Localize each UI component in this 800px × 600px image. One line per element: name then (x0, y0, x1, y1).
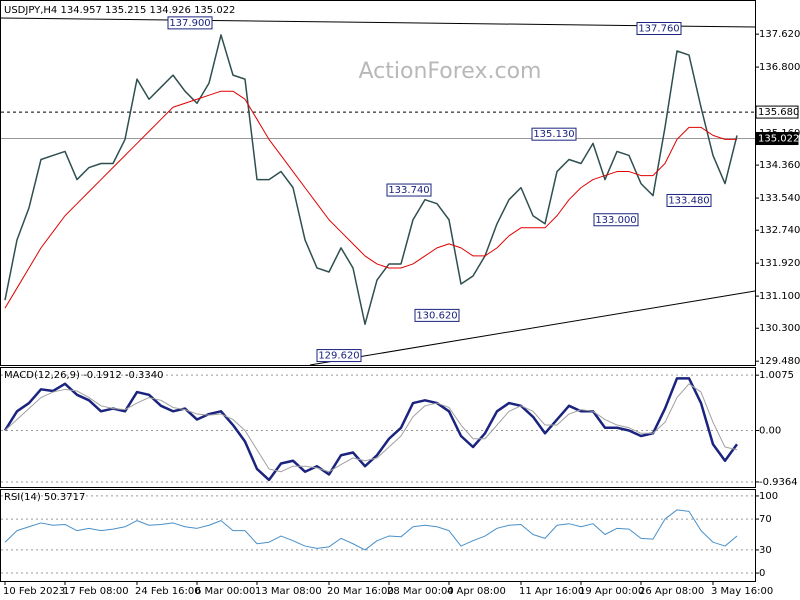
x-tick-label: 17 Feb 08:00 (63, 586, 129, 597)
series-line (4, 90, 737, 309)
level-box (755, 132, 799, 146)
level-label: 135.022 (758, 134, 799, 145)
y-tick-label: 136.800 (759, 62, 800, 73)
x-tick-label: 26 Apr 08:00 (639, 586, 704, 597)
y-tick-label: 137.620 (759, 29, 800, 40)
annotation-box (386, 183, 432, 197)
annotation-box (167, 16, 213, 30)
macd-panel (0, 367, 756, 488)
annotation-label: 137.900 (169, 18, 210, 29)
x-tick-label: 3 May 16:00 (711, 586, 773, 597)
y-tick-label: 100 (759, 491, 778, 502)
y-tick-label: 129.480 (759, 356, 800, 367)
x-tick-label: 13 Mar 08:00 (255, 586, 322, 597)
x-tick-label: 20 Mar 16:00 (327, 586, 394, 597)
series-line (4, 383, 738, 473)
x-tick-label: 24 Feb 16:00 (135, 586, 201, 597)
y-tick-label: 0.00 (759, 426, 781, 437)
annotation-label: 133.740 (388, 185, 429, 196)
y-tick-label: 0 (759, 568, 765, 579)
annotation-label: 133.480 (668, 195, 709, 206)
annotation-label: 129.620 (318, 351, 359, 362)
annotation-label: 133.000 (595, 215, 636, 226)
annotation-label: 130.620 (416, 310, 457, 321)
y-tick-label: 131.100 (759, 291, 800, 302)
annotation-box (414, 308, 460, 322)
y-tick-label: 30 (759, 545, 772, 556)
panel-title: USDJPY,H4 134.957 135.215 134.926 135.02… (4, 5, 235, 16)
x-tick-label: 10 Feb 2023 (3, 586, 65, 597)
x-tick-label: 28 Mar 00:00 (387, 586, 454, 597)
y-tick-label: 130.300 (759, 323, 800, 334)
annotation-box (636, 22, 682, 36)
level-box (755, 105, 799, 119)
level-label: 135.680 (758, 107, 799, 118)
trendline (0, 17, 756, 28)
y-tick-label: 134.360 (759, 160, 800, 171)
rsi-panel (0, 489, 756, 582)
y-tick-label: 1.0075 (759, 370, 794, 381)
annotation-label: 137.760 (638, 24, 679, 35)
y-tick-label: -0.9364 (759, 477, 798, 488)
annotation-box (666, 193, 712, 207)
x-tick-label: 19 Apr 00:00 (579, 586, 644, 597)
watermark: ActionForex.com (359, 59, 542, 84)
y-tick-label: 133.540 (759, 193, 800, 204)
x-tick-label: 11 Apr 16:00 (519, 586, 584, 597)
y-tick-label: 70 (759, 514, 772, 525)
y-tick-label: 131.920 (759, 258, 800, 269)
panel-title: RSI(14) 50.3717 (4, 492, 85, 503)
price-panel (0, 0, 756, 366)
annotation-label: 135.130 (533, 129, 574, 140)
annotation-box (593, 213, 639, 227)
annotation-box (316, 349, 362, 363)
annotation-box (531, 127, 577, 141)
trendline (309, 290, 756, 366)
panel-title: MACD(12,26,9) -0.1912 -0.3340 (4, 370, 164, 381)
x-tick-label: 4 Apr 08:00 (447, 586, 506, 597)
y-tick-label: 132.740 (759, 225, 800, 236)
series-line (4, 509, 738, 551)
series-line (4, 34, 738, 325)
x-tick-label: 6 Mar 00:00 (195, 586, 255, 597)
series-line (3, 377, 739, 482)
